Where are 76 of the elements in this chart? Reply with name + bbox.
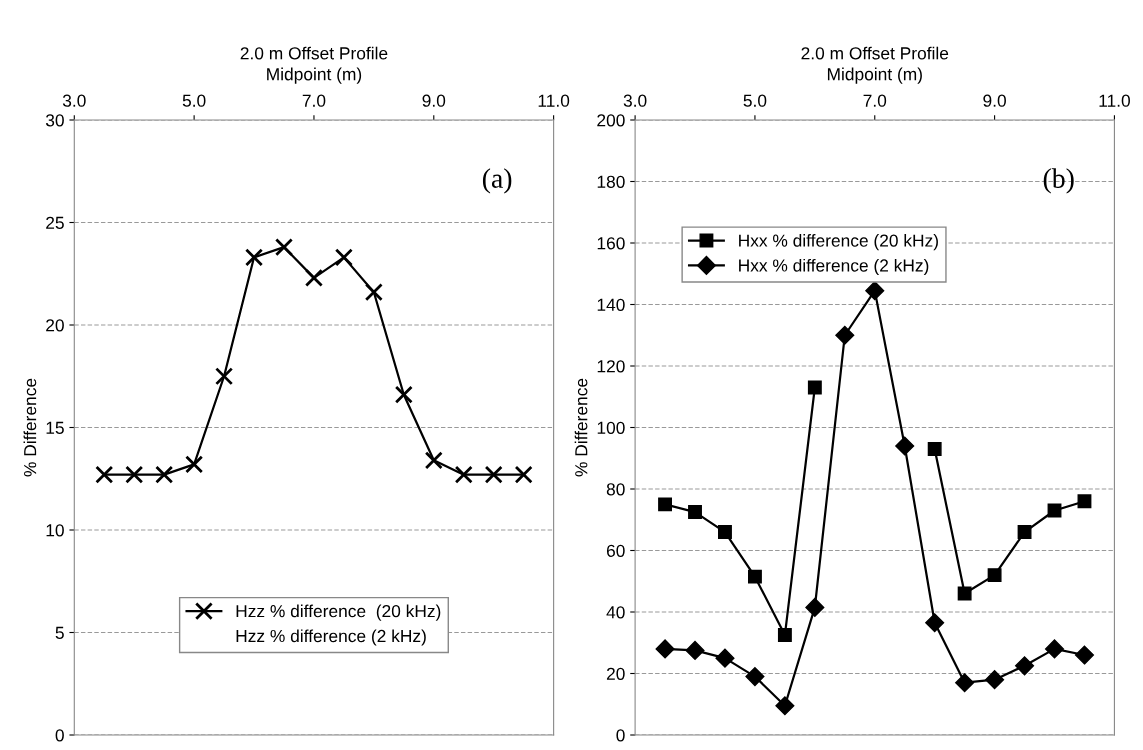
point (718, 525, 732, 539)
x-tick-label: 5.0 (743, 94, 767, 107)
point (484, 465, 503, 484)
y-tick-label: 30 (45, 114, 64, 127)
x-axis-title: Midpoint (m) (267, 67, 362, 84)
point (775, 696, 795, 716)
legend-label: Hxx % difference (20 kHz) (739, 234, 938, 251)
point (274, 238, 294, 257)
point (454, 465, 473, 484)
point (685, 640, 705, 660)
x-tick-label: 11.0 (1099, 94, 1130, 107)
y-tick-label: 0 (616, 729, 625, 742)
point (805, 597, 825, 617)
point (985, 670, 1005, 690)
point (747, 569, 762, 584)
chart-title: 2.0 m Offset Profile (240, 46, 388, 60)
point (777, 628, 792, 643)
point (715, 648, 735, 668)
x-axis-title: Midpoint (m) (827, 67, 922, 84)
legend-label: Hxx % difference (2 kHz) (739, 258, 929, 276)
y-tick-label: 100 (597, 421, 625, 434)
point (514, 465, 533, 484)
point (185, 455, 204, 474)
y-tick-label: 20 (46, 319, 64, 332)
x-tick-label: 3.0 (62, 94, 86, 107)
y-axis-title: % Difference (23, 378, 37, 477)
y-tick-label: 5 (55, 626, 64, 639)
y-tick-label: 120 (597, 360, 625, 373)
y-tick-label: 15 (46, 421, 64, 434)
x-tick-label: 5.0 (182, 94, 206, 107)
point (424, 451, 443, 470)
point (125, 465, 144, 484)
x-tick-label: 7.0 (302, 94, 326, 107)
point (835, 325, 855, 345)
point (1015, 656, 1035, 676)
y-tick-label: 60 (606, 544, 625, 557)
point (215, 367, 234, 386)
point (394, 385, 413, 404)
point (155, 465, 174, 484)
point (1044, 639, 1065, 659)
point (304, 268, 323, 287)
point (95, 465, 114, 484)
annotation: (a) (482, 168, 512, 194)
point (955, 673, 975, 693)
x-tick-label: 9.0 (983, 94, 1006, 107)
y-tick-label: 140 (597, 298, 625, 311)
y-tick-label: 160 (597, 237, 625, 250)
point (807, 380, 822, 395)
y-tick-label: 180 (597, 175, 625, 188)
point (895, 436, 915, 456)
y-tick-label: 200 (597, 114, 625, 127)
point (658, 497, 673, 512)
chart-title: 2.0 m Offset Profile (801, 46, 949, 60)
legend-label: Hzz % difference (20 kHz) (236, 604, 441, 621)
x-tick-label: 9.0 (422, 94, 446, 107)
x-tick-label: 11.0 (538, 94, 570, 107)
point (865, 281, 885, 301)
point (745, 667, 765, 687)
y-axis-title: % Difference (574, 378, 588, 477)
x-tick-label: 3.0 (623, 94, 647, 107)
y-tick-label: 40 (606, 606, 625, 619)
point (655, 639, 675, 659)
point (334, 248, 353, 267)
y-tick-label: 10 (46, 524, 64, 537)
y-tick-label: 25 (46, 216, 64, 229)
annotation: (b) (1043, 168, 1074, 194)
point (364, 283, 383, 302)
text: Hzz % difference (2 kHz) (236, 629, 426, 646)
x-tick-label: 7.0 (863, 94, 887, 107)
point (1074, 645, 1095, 665)
y-tick-label: 80 (606, 483, 625, 496)
point (688, 505, 702, 520)
y-tick-label: 20 (606, 667, 625, 680)
point (245, 248, 264, 267)
point (925, 613, 945, 633)
y-tick-label: 0 (55, 729, 64, 742)
